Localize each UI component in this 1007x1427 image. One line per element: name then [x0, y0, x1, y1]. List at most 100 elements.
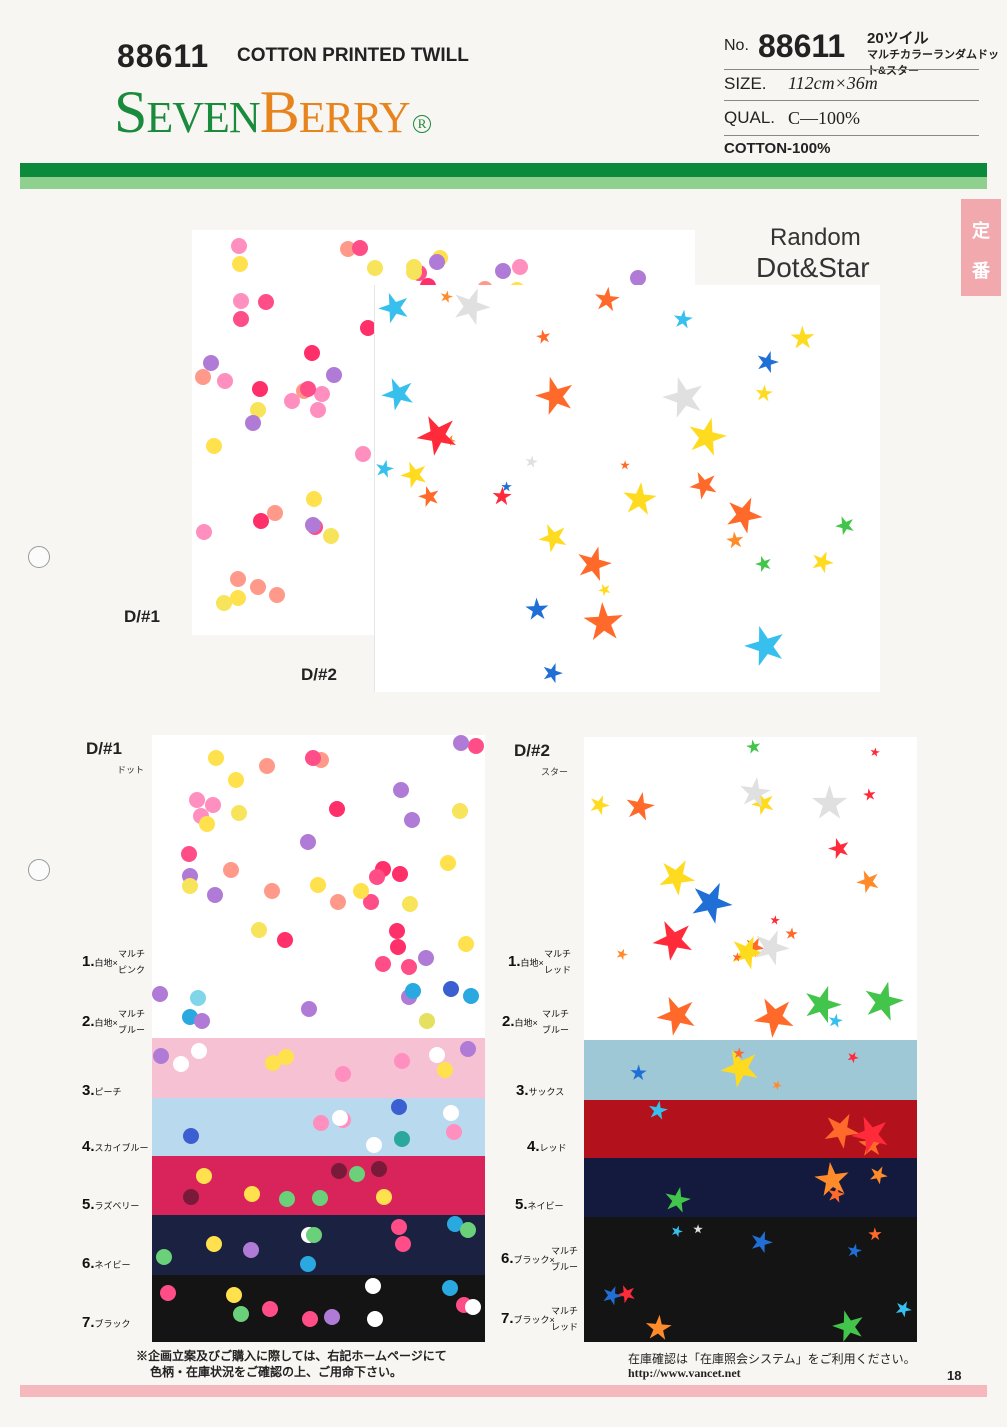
- star-icon: [440, 290, 453, 303]
- star-icon: [616, 948, 628, 961]
- star-icon: [869, 1166, 888, 1185]
- jp-title-line1: 20ツイル: [867, 30, 929, 47]
- polka-dot: [258, 294, 274, 310]
- star-icon: [455, 288, 491, 326]
- polka-dot: [230, 590, 246, 606]
- star-icon: [645, 1314, 672, 1340]
- polka-dot: [437, 1062, 453, 1078]
- star-icon: [824, 1113, 860, 1149]
- colorway-band: [152, 1098, 485, 1156]
- star-icon: [753, 998, 794, 1038]
- polka-dot: [264, 883, 280, 899]
- polka-dot: [392, 866, 408, 882]
- polka-dot: [203, 355, 219, 371]
- polka-dot: [173, 1056, 189, 1072]
- star-icon: [525, 597, 549, 620]
- polka-dot: [196, 1168, 212, 1184]
- polka-dot: [156, 1249, 172, 1265]
- star-icon: [895, 1301, 912, 1318]
- d1-color-7: 7.ブラック: [82, 1314, 131, 1331]
- polka-dot: [376, 1189, 392, 1205]
- polka-dot: [228, 772, 244, 788]
- standard-tag: 定 番: [961, 199, 1001, 296]
- star-icon: [693, 1224, 703, 1234]
- page-number: 18: [947, 1368, 962, 1383]
- polka-dot: [419, 1013, 435, 1029]
- polka-dot: [208, 750, 224, 766]
- polka-dot: [259, 758, 275, 774]
- star-icon: [770, 915, 780, 925]
- polka-dot: [310, 402, 326, 418]
- size-value: 112cm×36m: [788, 73, 878, 93]
- polka-dot: [232, 256, 248, 272]
- polka-dot: [371, 1161, 387, 1177]
- star-icon: [868, 1227, 882, 1241]
- polka-dot: [460, 1041, 476, 1057]
- polka-dot: [191, 1043, 207, 1059]
- polka-dot: [391, 1099, 407, 1115]
- polka-dot: [183, 1128, 199, 1144]
- size-label: SIZE.: [724, 74, 767, 93]
- polka-dot: [460, 1222, 476, 1238]
- star-icon: [535, 376, 573, 415]
- polka-dot: [305, 750, 321, 766]
- spec-divider: [724, 100, 979, 101]
- polka-dot: [277, 932, 293, 948]
- d1-color-6: 6.ネイビー: [82, 1255, 131, 1272]
- colorway-band: [152, 977, 485, 1038]
- d1-color-1: 1.白地× マルチ ピンク: [82, 949, 146, 975]
- star-icon: [598, 583, 611, 597]
- polka-dot: [216, 595, 232, 611]
- polka-dot: [250, 402, 266, 418]
- star-icon: [785, 927, 798, 940]
- star-icon: [623, 481, 657, 515]
- star-icon: [806, 985, 842, 1024]
- star-icon: [811, 784, 848, 819]
- polka-dot: [443, 1105, 459, 1121]
- polka-dot: [205, 797, 221, 813]
- colorway-band: [152, 1215, 485, 1275]
- polka-dot: [331, 1163, 347, 1179]
- article-number: 88611: [117, 38, 210, 74]
- star-icon: [865, 981, 904, 1021]
- binder-hole-bottom: [28, 859, 50, 881]
- d2-color-3: 3.サックス: [516, 1082, 565, 1099]
- star-icon: [746, 739, 761, 754]
- polka-dot: [512, 259, 528, 275]
- polka-dot: [393, 782, 409, 798]
- polka-dot: [463, 988, 479, 1004]
- composition: COTTON-100%: [724, 140, 831, 157]
- star-icon: [755, 930, 790, 966]
- star-icon: [673, 309, 693, 329]
- star-icon: [720, 1049, 758, 1088]
- polka-dot: [243, 1242, 259, 1258]
- polka-dot: [251, 922, 267, 938]
- polka-dot: [189, 792, 205, 808]
- polka-dot: [355, 446, 371, 462]
- footer-url[interactable]: http://www.vancet.net: [628, 1366, 741, 1380]
- product-type: COTTON PRINTED TWILL: [237, 45, 469, 66]
- star-icon: [648, 1100, 668, 1120]
- star-icon: [847, 1051, 859, 1064]
- polka-dot: [389, 923, 405, 939]
- polka-dot: [183, 1189, 199, 1205]
- design1-label: D/#1: [86, 739, 122, 758]
- qual-value: C—100%: [788, 108, 860, 128]
- star-icon: [692, 882, 733, 924]
- star-icon: [378, 292, 408, 324]
- polka-dot: [152, 986, 168, 1002]
- star-icon: [603, 1286, 622, 1306]
- polka-dot: [401, 959, 417, 975]
- star-icon: [828, 838, 849, 860]
- colorway-band: [152, 1156, 485, 1215]
- star-icon: [744, 625, 783, 667]
- polka-dot: [226, 1287, 242, 1303]
- star-icon: [757, 351, 779, 374]
- colorway-band: [584, 1277, 917, 1342]
- polka-dot: [395, 1236, 411, 1252]
- polka-dot: [363, 894, 379, 910]
- polka-dot: [630, 270, 646, 286]
- polka-dot: [324, 1309, 340, 1325]
- polka-dot: [394, 1131, 410, 1147]
- star-icon: [656, 996, 695, 1036]
